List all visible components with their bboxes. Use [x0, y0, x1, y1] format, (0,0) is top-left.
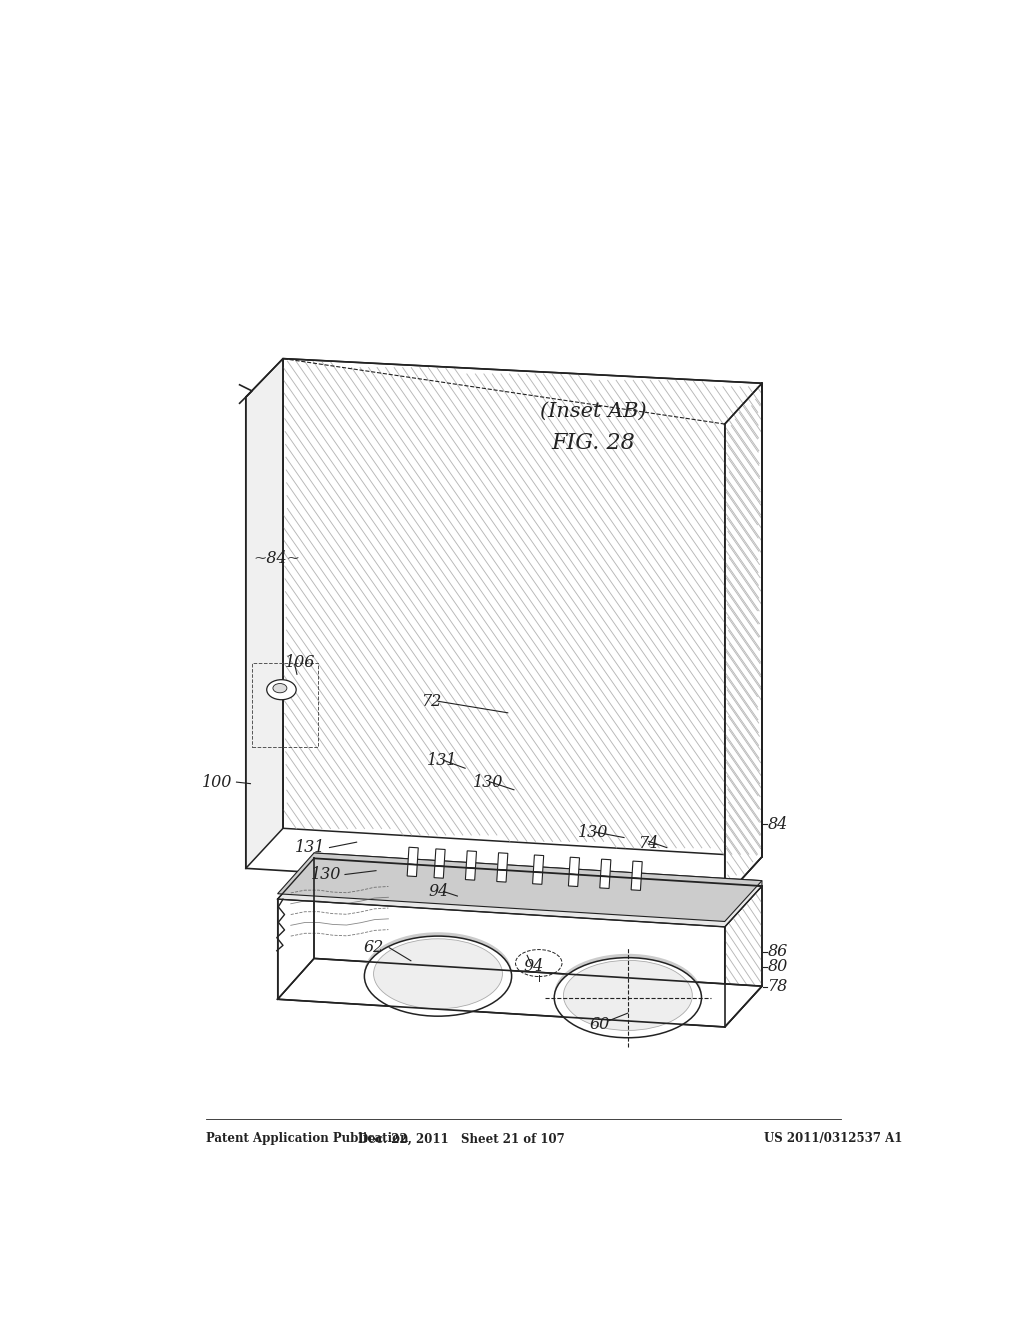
Text: (Inset AB): (Inset AB) — [540, 401, 646, 421]
Text: 131: 131 — [426, 752, 457, 770]
Polygon shape — [725, 383, 762, 898]
Polygon shape — [278, 858, 762, 927]
Polygon shape — [497, 870, 507, 882]
Ellipse shape — [365, 936, 512, 1016]
Text: 130: 130 — [578, 824, 608, 841]
Text: US 2011/0312537 A1: US 2011/0312537 A1 — [764, 1133, 902, 1146]
Polygon shape — [408, 865, 417, 876]
Text: 131: 131 — [295, 840, 326, 857]
Polygon shape — [314, 853, 762, 886]
Text: 130: 130 — [473, 774, 503, 791]
Ellipse shape — [365, 932, 512, 1012]
Polygon shape — [631, 878, 641, 891]
Text: Patent Application Publication: Patent Application Publication — [206, 1133, 408, 1146]
Polygon shape — [466, 851, 476, 869]
Text: 74: 74 — [638, 836, 658, 853]
Text: 62: 62 — [364, 939, 384, 956]
Text: 130: 130 — [310, 866, 341, 883]
Text: 86: 86 — [767, 942, 787, 960]
Text: 80: 80 — [767, 958, 787, 975]
Polygon shape — [278, 858, 314, 999]
Polygon shape — [246, 359, 283, 869]
Ellipse shape — [273, 684, 287, 693]
Polygon shape — [278, 958, 762, 1027]
Text: 72: 72 — [421, 693, 441, 710]
Polygon shape — [465, 867, 475, 880]
Polygon shape — [283, 359, 762, 857]
Text: 84: 84 — [767, 816, 787, 833]
Polygon shape — [408, 847, 418, 865]
Ellipse shape — [266, 680, 296, 700]
Text: 106: 106 — [285, 655, 315, 672]
Ellipse shape — [554, 958, 701, 1038]
Ellipse shape — [554, 954, 701, 1034]
Text: FIG. 28: FIG. 28 — [551, 433, 635, 454]
Polygon shape — [278, 853, 762, 921]
Ellipse shape — [374, 939, 503, 1008]
Polygon shape — [725, 886, 762, 1027]
Polygon shape — [569, 857, 580, 875]
Polygon shape — [498, 853, 508, 870]
Polygon shape — [435, 849, 445, 866]
Polygon shape — [532, 873, 543, 884]
Polygon shape — [434, 866, 444, 878]
Text: 94: 94 — [523, 958, 544, 975]
Text: 100: 100 — [203, 774, 232, 791]
Polygon shape — [725, 383, 762, 898]
Text: ~84~: ~84~ — [254, 550, 301, 568]
Text: 94: 94 — [429, 883, 449, 900]
Polygon shape — [632, 861, 642, 879]
Text: 78: 78 — [767, 978, 787, 995]
Text: 60: 60 — [589, 1016, 609, 1034]
Ellipse shape — [563, 961, 692, 1031]
Polygon shape — [534, 855, 544, 873]
Polygon shape — [568, 874, 579, 887]
Polygon shape — [600, 876, 610, 888]
Text: Dec. 22, 2011   Sheet 21 of 107: Dec. 22, 2011 Sheet 21 of 107 — [357, 1133, 564, 1146]
Polygon shape — [600, 859, 611, 876]
